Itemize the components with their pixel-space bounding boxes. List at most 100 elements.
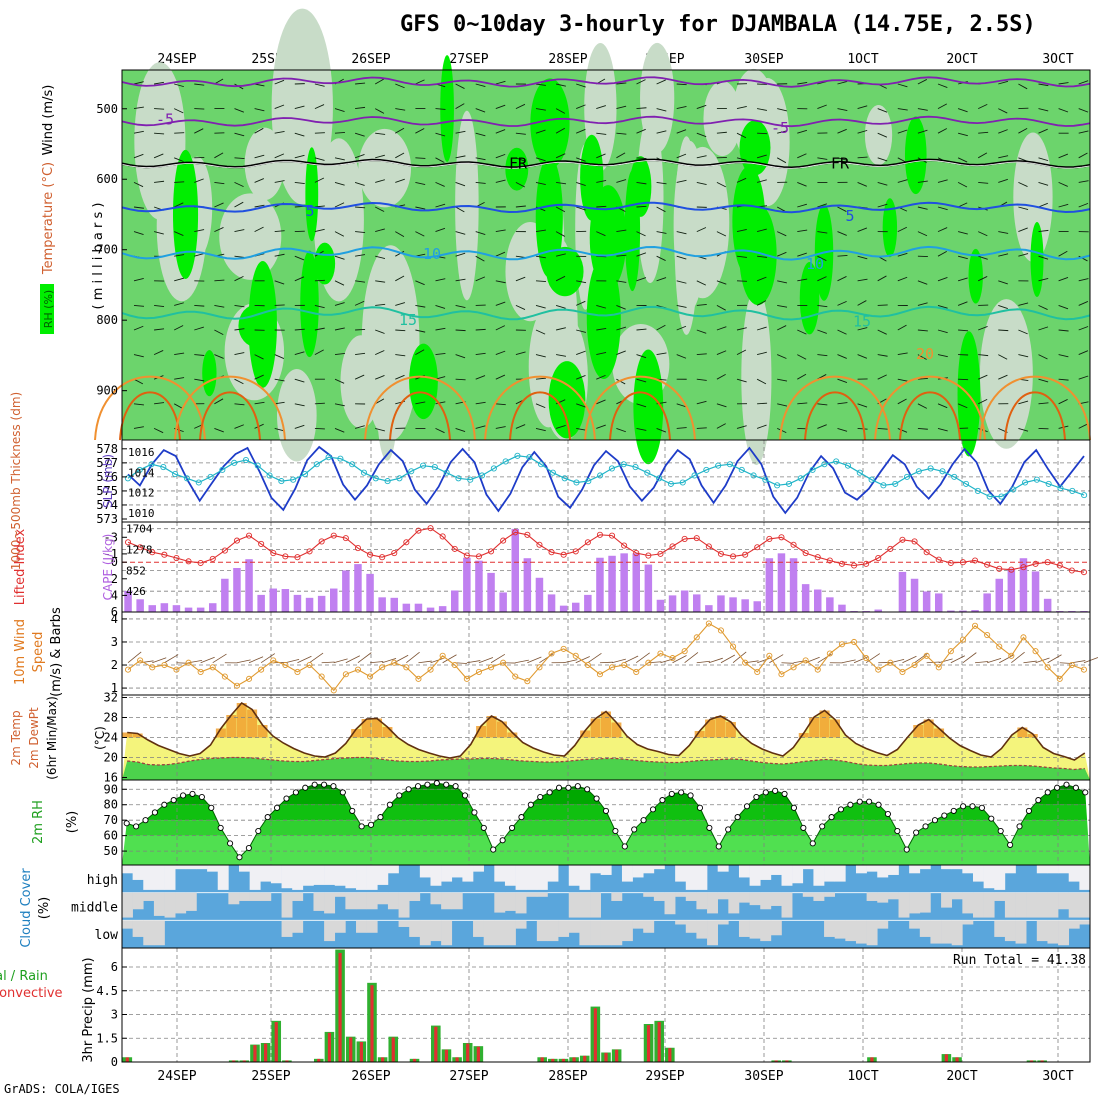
wind-barb xyxy=(957,132,968,137)
cloud-gap-bar xyxy=(270,865,282,884)
cloud-gap-bar xyxy=(994,920,1006,937)
cloud-gap-bar xyxy=(568,865,580,886)
wind-barb xyxy=(214,354,224,359)
wind-barb xyxy=(490,653,506,664)
wind-barb xyxy=(777,354,787,359)
wind-barb xyxy=(174,352,185,356)
wind-barb xyxy=(757,108,768,111)
thickness-marker xyxy=(833,458,840,465)
cloud-gap-bar xyxy=(685,865,697,890)
thickness-marker xyxy=(538,461,545,468)
lifted-index-marker xyxy=(330,532,337,539)
wind-barb xyxy=(382,658,397,664)
wind-barb xyxy=(415,231,425,237)
wind-barb xyxy=(636,277,647,282)
wind-barb xyxy=(174,277,184,282)
wind-barb xyxy=(354,300,365,306)
cloud-gap-bar xyxy=(696,865,708,890)
wind-barb xyxy=(174,377,185,380)
temp-contour-20 xyxy=(979,375,1091,441)
lifted-index-marker xyxy=(1008,566,1015,573)
wind-barb xyxy=(636,79,646,85)
rh-marker xyxy=(311,781,318,788)
wind-barb xyxy=(395,108,406,111)
wind-barb xyxy=(154,328,165,331)
wind-speed-marker xyxy=(1056,675,1063,682)
thickness-marker xyxy=(195,479,202,486)
cape-bar xyxy=(305,597,314,612)
cloud-gap-bar xyxy=(292,892,304,901)
rh-marker xyxy=(602,807,610,814)
wind-barb xyxy=(776,325,787,331)
wind-barb xyxy=(415,304,426,308)
cape-bar xyxy=(402,603,411,612)
wind-barb xyxy=(857,327,868,331)
temperature-peak-fill xyxy=(580,730,591,738)
y-tick-label: 576 xyxy=(96,470,118,484)
wind-barb xyxy=(576,280,587,284)
wind-barb xyxy=(294,154,305,159)
wind-barb xyxy=(395,354,406,357)
lifted-index-marker xyxy=(463,552,470,559)
precip-convective-bar xyxy=(242,1060,246,1062)
cloud-gap-bar xyxy=(536,920,548,942)
wind-barb xyxy=(395,275,405,282)
thickness-marker xyxy=(656,475,663,482)
wind-barb xyxy=(957,255,968,260)
wind-barb xyxy=(133,106,144,110)
wind-barb xyxy=(234,328,245,331)
cloud-gap-bar xyxy=(824,892,836,897)
rh-marker xyxy=(161,801,168,808)
rh-moist-region xyxy=(530,78,570,169)
cloud-gap-bar xyxy=(717,865,729,872)
wind-barb xyxy=(611,658,626,664)
cape-tick-label: 1704 xyxy=(126,523,153,536)
temperature-peak-fill xyxy=(1027,734,1038,738)
cloud-gap-bar xyxy=(781,892,793,918)
rh-dry-region xyxy=(377,350,398,461)
thickness-marker xyxy=(1081,492,1088,499)
wind-barb xyxy=(1078,423,1088,429)
y-tick-label: 80 xyxy=(104,798,118,812)
rh-marker xyxy=(678,789,685,796)
cloud-gap-bar xyxy=(207,865,219,872)
cloud-gap-bar xyxy=(749,920,761,939)
wind-barb xyxy=(837,81,848,85)
wind-barb xyxy=(475,328,486,331)
lifted-index-marker xyxy=(245,532,253,539)
rh-marker xyxy=(725,826,732,833)
wind-barb xyxy=(616,254,627,257)
wind-barb xyxy=(877,427,888,430)
y-tick-label: 20 xyxy=(104,751,118,765)
lifted-index-marker xyxy=(318,538,325,545)
cape-bar xyxy=(765,558,774,612)
temp-contour-20 xyxy=(584,375,696,441)
wind-barb xyxy=(917,280,928,285)
wind-barb xyxy=(696,227,707,233)
precip-convective-bar xyxy=(391,1037,395,1062)
wind-barb xyxy=(877,132,888,138)
temp-contour-20 xyxy=(874,375,986,441)
wind-barb xyxy=(555,231,566,237)
lifted-index-marker xyxy=(1044,559,1051,566)
wind-barb xyxy=(676,354,687,359)
cloud-gap-bar xyxy=(387,865,399,874)
temperature-peak-fill xyxy=(913,725,924,738)
wind-barb xyxy=(978,326,988,331)
rh-dry-region xyxy=(979,299,1033,449)
wind-barb xyxy=(495,426,506,429)
wind-barb xyxy=(194,326,204,331)
rh-marker xyxy=(574,783,581,790)
lifted-index-marker xyxy=(959,559,967,566)
cape-bar xyxy=(717,595,725,612)
precip-convective-bar xyxy=(572,1057,576,1062)
wind-barb xyxy=(294,105,305,110)
slp-axis-label: SLP (mb) xyxy=(101,454,115,508)
wind-speed-marker xyxy=(1080,666,1087,673)
lifted-index-marker xyxy=(1080,569,1087,576)
top-date-label: 26SEP xyxy=(351,52,390,67)
bottom-date-label: 29SEP xyxy=(645,1069,684,1084)
cape-bar xyxy=(741,599,749,612)
rh-marker xyxy=(866,798,873,805)
